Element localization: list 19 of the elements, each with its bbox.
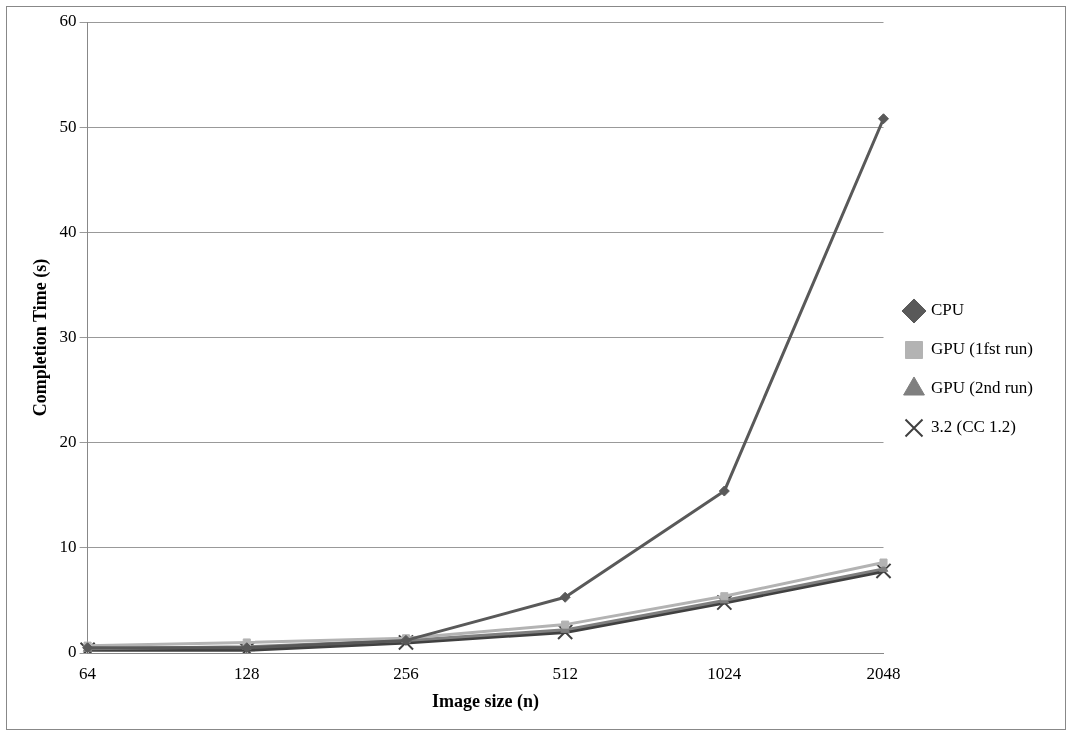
x-tick-label: 128 [234, 663, 260, 683]
legend-label: GPU (1fst run) [931, 339, 1034, 359]
y-tick-label: 60 [59, 11, 77, 31]
x-tick-label: 512 [552, 663, 578, 683]
legend-label: CPU [931, 300, 965, 320]
legend-label: 3.2 (CC 1.2) [931, 417, 1017, 437]
y-tick-label: 40 [59, 221, 77, 241]
y-tick-label: 30 [59, 326, 77, 346]
x-axis-title: Image size (n) [432, 690, 540, 712]
y-tick-label: 0 [68, 642, 77, 662]
y-tick-label: 20 [59, 432, 77, 452]
legend-label: GPU (2nd run) [931, 378, 1034, 398]
x-tick-label: 256 [393, 663, 419, 683]
y-tick-label: 50 [59, 116, 77, 136]
x-tick-label: 64 [79, 663, 97, 683]
x-tick-label: 2048 [866, 663, 901, 683]
x-tick-label: 1024 [707, 663, 742, 683]
y-tick-label: 10 [59, 537, 77, 557]
y-axis-title: Completion Time (s) [30, 258, 52, 417]
